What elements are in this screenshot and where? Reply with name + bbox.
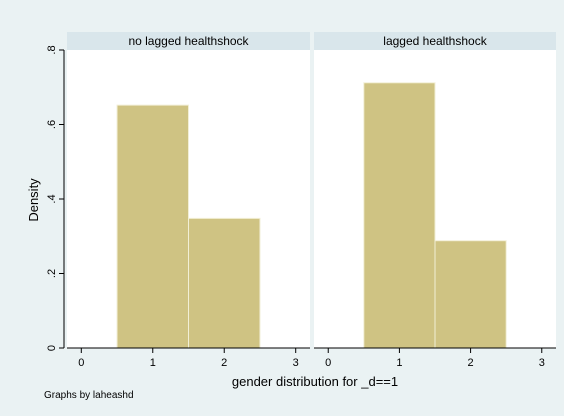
chart-caption: Graphs by laheashd	[44, 390, 134, 401]
histogram-bar	[434, 240, 507, 349]
histogram-bar	[363, 82, 436, 349]
x-tick-label: 3	[539, 357, 545, 369]
y-tick-label: .6	[46, 120, 58, 129]
histogram-bar	[116, 104, 189, 349]
x-tick-label: 1	[396, 357, 402, 369]
histogram-bar	[188, 217, 261, 349]
x-tick-label: 1	[150, 357, 156, 369]
y-tick-label: .2	[46, 269, 58, 278]
x-tick-label: 2	[221, 357, 227, 369]
x-axis-title: gender distribution for _d==1	[232, 374, 398, 389]
panel-title: lagged healthshock	[383, 34, 487, 48]
x-tick-label: 0	[325, 357, 331, 369]
x-tick-label: 2	[468, 357, 474, 369]
y-axis-title: Density	[26, 178, 41, 222]
y-tick-label: .8	[46, 45, 58, 54]
y-tick-label: .4	[46, 194, 58, 203]
panel-header	[67, 32, 310, 50]
y-tick-label: 0	[46, 345, 58, 351]
panel-header	[314, 32, 556, 50]
x-tick-label: 0	[78, 357, 84, 369]
panel-title: no lagged healthshock	[128, 34, 249, 48]
x-tick-label: 3	[293, 357, 299, 369]
